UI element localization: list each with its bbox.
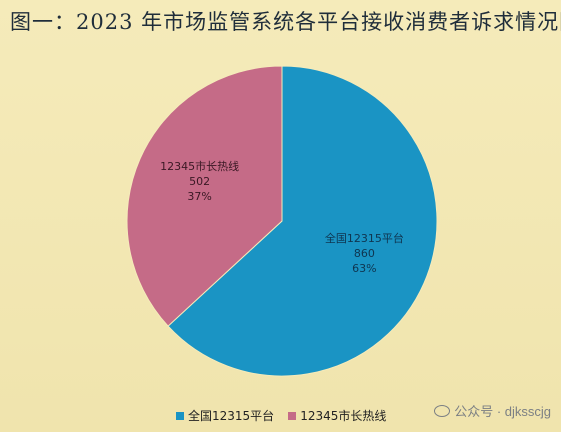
chart-legend: 全国12315平台 12345市长热线 [176, 407, 386, 424]
legend-item-12315: 全国12315平台 [176, 407, 274, 424]
watermark-text: 公众号 · djksscjg [454, 404, 551, 419]
slice-label: 全国12315平台 [325, 231, 404, 245]
slice-value: 502 [189, 175, 210, 188]
wechat-icon [434, 404, 451, 417]
watermark: 公众号 · djksscjg [434, 401, 551, 420]
legend-swatch [176, 411, 184, 420]
legend-item-12345: 12345市长热线 [288, 407, 386, 424]
legend-label: 全国12315平台 [188, 409, 275, 423]
chart-title: 图一：2023 年市场监管系统各平台接收消费者诉求情况图 [10, 10, 561, 34]
slice-percent: 63% [352, 262, 376, 275]
slice-label: 12345市长热线 [160, 159, 239, 173]
pie-slice [167, 65, 438, 377]
pie-slice [126, 65, 283, 327]
legend-label: 12345市长热线 [300, 409, 387, 423]
slice-percent: 37% [187, 190, 211, 203]
slice-value: 860 [354, 247, 375, 260]
legend-swatch [288, 411, 297, 420]
